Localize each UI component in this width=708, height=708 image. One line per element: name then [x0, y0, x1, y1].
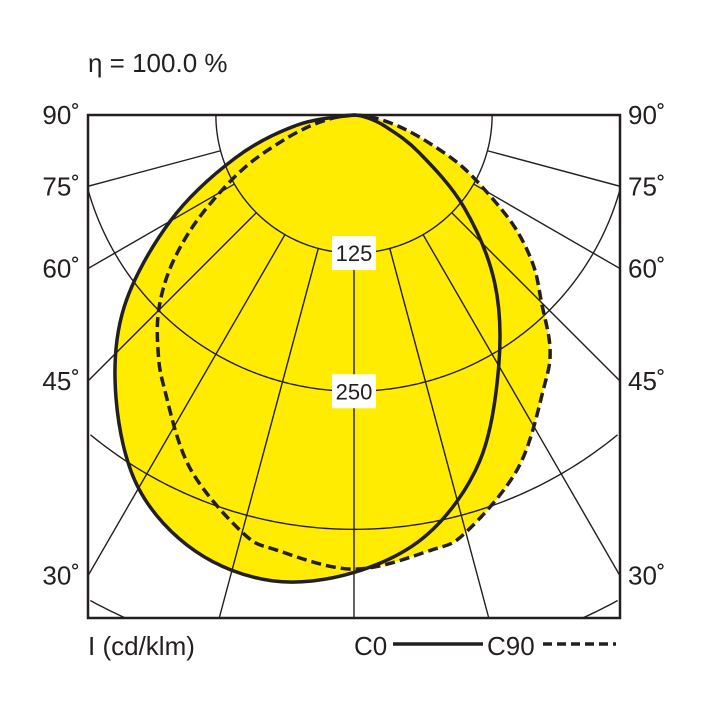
angle-label-left: 30˚: [42, 561, 80, 591]
angle-label-left: 60˚: [42, 254, 80, 284]
ring-label: 125: [336, 241, 373, 266]
curve-c0: [113, 113, 502, 584]
angle-label-left: 75˚: [42, 171, 80, 201]
radial-line-60: [473, 183, 620, 270]
angle-label-right: 60˚: [628, 254, 666, 284]
radial-line-75: [487, 150, 620, 187]
radial-line-15: [389, 248, 490, 618]
radial-line--60: [88, 183, 235, 270]
angle-label-left: 45˚: [42, 366, 80, 396]
unit-label: I (cd/klm): [88, 631, 195, 661]
angle-label-right: 90˚: [628, 100, 666, 130]
angle-label-left: 90˚: [42, 100, 80, 130]
radial-line--15: [218, 248, 319, 618]
ring-label: 250: [336, 379, 373, 404]
legend-c90-label: C90: [487, 631, 535, 661]
radial-line-30: [422, 234, 620, 577]
ring-label-bg: [332, 236, 376, 271]
radial-line--75: [88, 150, 221, 187]
curve-c90: [155, 113, 552, 571]
angle-label-right: 75˚: [628, 171, 666, 201]
radial-line--30: [88, 234, 286, 577]
ring-label-bg: [332, 374, 376, 409]
chart-title: η = 100.0 %: [88, 48, 228, 78]
angle-label-right: 30˚: [628, 561, 666, 591]
angle-label-right: 45˚: [628, 366, 666, 396]
distribution-fill: [114, 115, 551, 583]
ring-500: [90, 599, 618, 618]
legend-c0-label: C0: [354, 631, 387, 661]
distribution-curves: [113, 113, 552, 584]
